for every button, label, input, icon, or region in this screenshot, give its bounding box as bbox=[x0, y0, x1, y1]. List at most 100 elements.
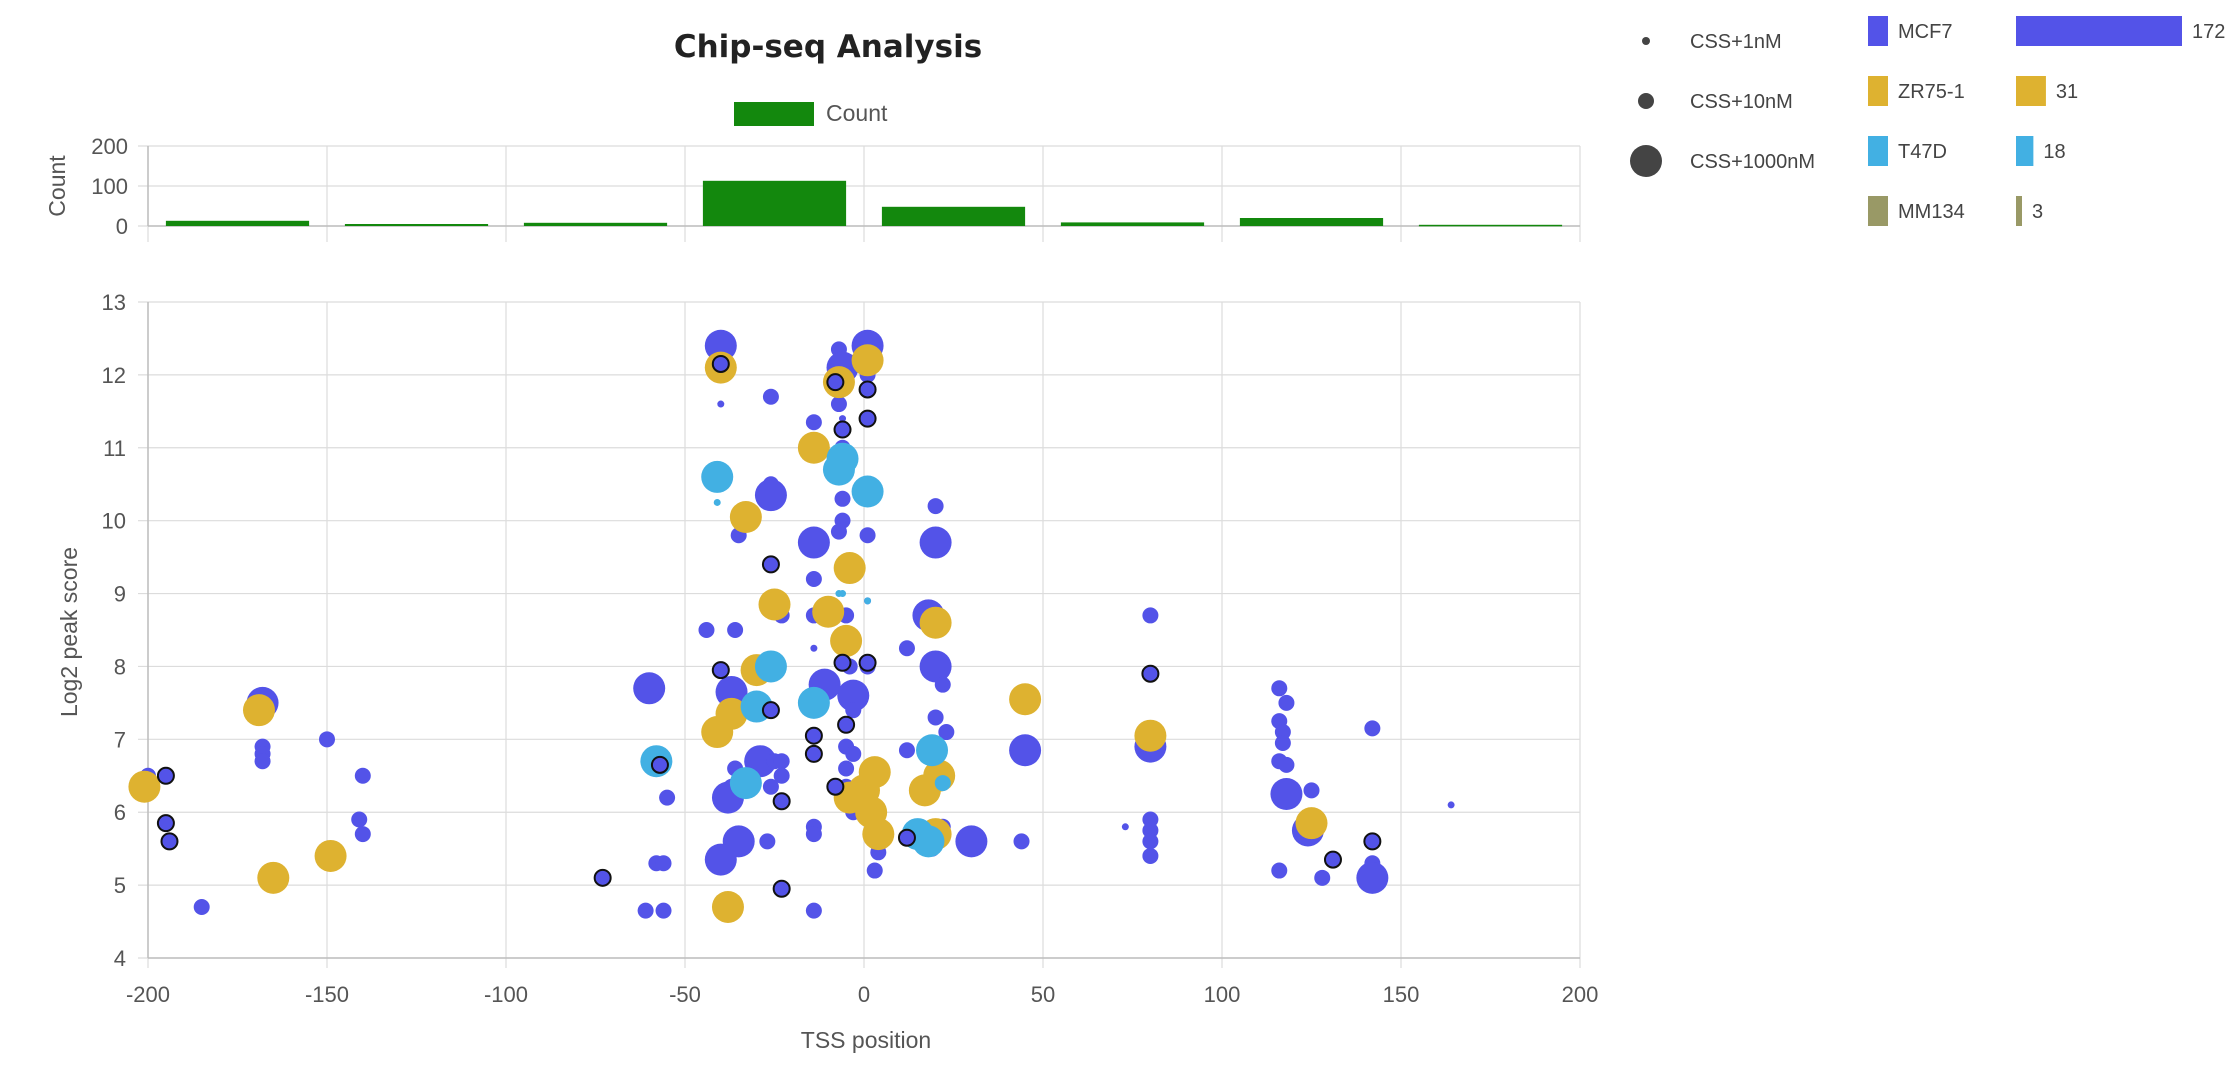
cell-line-name: MCF7 bbox=[1898, 21, 1952, 43]
size-legend-label: CSS+10nM bbox=[1690, 91, 1793, 113]
data-point bbox=[1142, 822, 1159, 839]
histogram-bar bbox=[344, 224, 489, 226]
data-point bbox=[919, 650, 952, 683]
data-point bbox=[805, 826, 822, 843]
y-tick-label: 5 bbox=[114, 873, 126, 898]
data-point bbox=[593, 868, 612, 887]
data-point bbox=[916, 734, 949, 767]
data-point bbox=[729, 501, 762, 534]
data-point bbox=[797, 431, 830, 464]
data-point bbox=[713, 498, 721, 506]
histogram-y-label: Count bbox=[44, 155, 70, 217]
data-point bbox=[254, 753, 271, 770]
data-point bbox=[1323, 850, 1342, 869]
data-point bbox=[1142, 607, 1159, 624]
x-tick-label: 100 bbox=[1204, 982, 1241, 1007]
cell-line-count-bar bbox=[2016, 16, 2182, 46]
data-point bbox=[727, 622, 744, 638]
data-point bbox=[773, 753, 790, 770]
data-point bbox=[698, 622, 715, 638]
data-point bbox=[257, 861, 290, 894]
data-point bbox=[729, 767, 762, 800]
histogram-bar bbox=[1418, 224, 1563, 227]
data-point bbox=[1142, 833, 1159, 850]
data-point bbox=[637, 902, 654, 919]
data-point bbox=[898, 640, 915, 657]
data-point bbox=[156, 814, 175, 833]
histogram-y-tick-label: 200 bbox=[91, 134, 128, 159]
data-point bbox=[851, 475, 884, 508]
x-tick-label: -100 bbox=[484, 982, 528, 1007]
data-point bbox=[772, 879, 791, 898]
cell-line-swatch bbox=[1868, 76, 1888, 106]
data-point bbox=[858, 409, 877, 428]
histogram-bar bbox=[1239, 218, 1384, 226]
data-point bbox=[1141, 664, 1160, 683]
size-legend-label: CSS+1nM bbox=[1690, 31, 1782, 53]
x-tick-label: 150 bbox=[1383, 982, 1420, 1007]
data-point bbox=[351, 811, 368, 828]
y-tick-label: 8 bbox=[114, 654, 126, 679]
data-point bbox=[772, 792, 791, 811]
data-point bbox=[833, 653, 852, 672]
data-point bbox=[862, 818, 895, 851]
data-point bbox=[804, 726, 823, 745]
cell-line-legend: MCF7 172 ZR75-1 31 T47D 18 MM134 3 bbox=[1868, 16, 2225, 226]
data-point bbox=[830, 523, 847, 540]
data-point bbox=[761, 555, 780, 574]
data-point bbox=[837, 679, 870, 712]
data-point bbox=[919, 526, 952, 559]
data-point bbox=[1271, 862, 1288, 879]
data-point bbox=[1314, 869, 1331, 886]
data-point bbox=[1274, 724, 1291, 741]
y-tick-label: 6 bbox=[114, 800, 126, 825]
data-point bbox=[837, 715, 856, 734]
histogram-bars bbox=[165, 180, 1563, 227]
histogram-y-ticks: 0 100 200 bbox=[91, 134, 128, 239]
size-legend-marker bbox=[1638, 93, 1654, 109]
histogram-legend-swatch bbox=[734, 102, 814, 126]
data-point bbox=[761, 701, 780, 720]
data-point bbox=[934, 676, 951, 693]
data-point bbox=[704, 843, 737, 876]
y-tick-label: 9 bbox=[114, 582, 126, 607]
cell-line-swatch bbox=[1868, 16, 1888, 46]
chart-title: Chip-seq Analysis bbox=[674, 29, 982, 65]
data-point bbox=[1278, 756, 1295, 773]
data-point bbox=[704, 329, 737, 362]
size-legend: CSS+1nM CSS+10nM CSS+1000nM bbox=[1630, 31, 1815, 177]
data-point bbox=[805, 570, 822, 587]
cell-line-name: ZR75-1 bbox=[1898, 81, 1965, 103]
data-point bbox=[805, 414, 822, 431]
x-tick-label: 50 bbox=[1031, 982, 1055, 1007]
data-point bbox=[156, 766, 175, 785]
data-point bbox=[655, 902, 672, 919]
data-point bbox=[934, 775, 951, 792]
data-point bbox=[1009, 683, 1042, 716]
data-point bbox=[314, 839, 347, 872]
data-point bbox=[1142, 847, 1159, 864]
y-tick-label: 7 bbox=[114, 727, 126, 752]
data-point bbox=[826, 777, 845, 796]
x-axis-label: TSS position bbox=[801, 1027, 931, 1053]
y-tick-label: 12 bbox=[102, 363, 126, 388]
data-point bbox=[717, 400, 725, 408]
x-tick-label: 0 bbox=[858, 982, 870, 1007]
data-point bbox=[711, 354, 730, 373]
x-tick-label: -50 bbox=[669, 982, 701, 1007]
data-point bbox=[715, 675, 748, 708]
data-point bbox=[938, 724, 955, 741]
data-point bbox=[1142, 811, 1159, 828]
histogram-bar bbox=[702, 180, 847, 226]
data-point bbox=[659, 789, 676, 806]
histogram-y-tick-label: 0 bbox=[116, 214, 128, 239]
data-point bbox=[864, 597, 872, 605]
scatter-grid bbox=[138, 301, 1581, 968]
data-point bbox=[655, 855, 672, 872]
size-legend-marker bbox=[1642, 37, 1650, 45]
data-point bbox=[1295, 807, 1328, 840]
data-point bbox=[826, 373, 845, 392]
cell-line-swatch bbox=[1868, 196, 1888, 226]
histogram-bar bbox=[165, 220, 310, 226]
